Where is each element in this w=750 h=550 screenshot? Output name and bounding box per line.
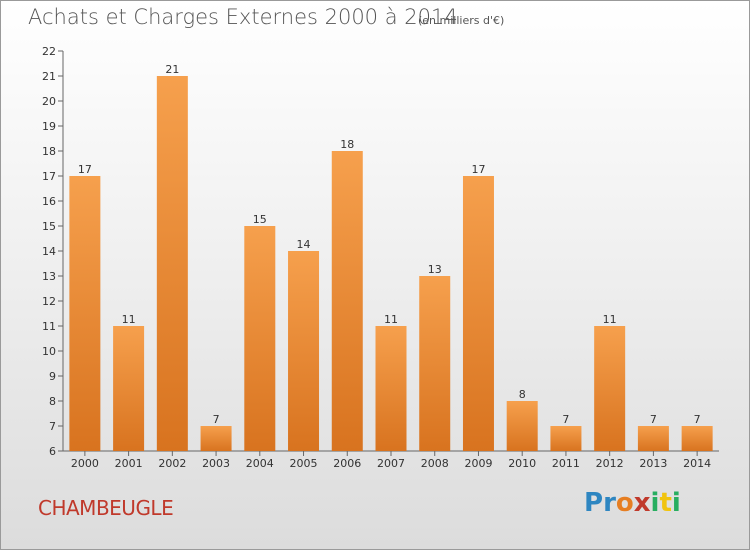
data-label-2009: 17: [471, 163, 485, 176]
y-tick-label: 17: [42, 170, 56, 183]
bar-2014: [681, 426, 713, 451]
data-label-2014: 7: [694, 413, 701, 426]
y-tick-label: 9: [49, 370, 56, 383]
logo-letter: x: [633, 488, 651, 518]
bar-2011: [550, 426, 582, 451]
y-tick-label: 7: [49, 420, 56, 433]
data-label-2006: 18: [340, 138, 354, 151]
bar-2002: [156, 76, 188, 451]
y-tick-label: 22: [42, 45, 56, 58]
bar-2012: [594, 326, 626, 451]
data-label-2005: 14: [297, 238, 311, 251]
bar-2001: [113, 326, 145, 451]
x-tick-label-2001: 2001: [115, 457, 143, 470]
logo-letter: i: [671, 488, 681, 518]
commune-name: CHAMBEUGLE: [38, 496, 174, 520]
x-tick-label-2007: 2007: [377, 457, 405, 470]
x-tick-label-2000: 2000: [71, 457, 99, 470]
x-tick-label-2008: 2008: [421, 457, 449, 470]
x-tick-label-2005: 2005: [290, 457, 318, 470]
x-tick-label-2011: 2011: [552, 457, 580, 470]
data-label-2004: 15: [253, 213, 267, 226]
y-tick-label: 20: [42, 95, 56, 108]
bar-2008: [419, 276, 451, 451]
x-tick-label-2003: 2003: [202, 457, 230, 470]
y-tick-label: 18: [42, 145, 56, 158]
y-tick-label: 11: [42, 320, 56, 333]
data-label-2001: 11: [122, 313, 136, 326]
chart-bars: [69, 76, 713, 451]
data-label-2003: 7: [213, 413, 220, 426]
data-label-2010: 8: [519, 388, 526, 401]
bar-2007: [375, 326, 407, 451]
chart-subtitle: (en milliers d'€): [418, 14, 505, 27]
bar-2004: [244, 226, 276, 451]
y-tick-label: 13: [42, 270, 56, 283]
x-tick-label-2009: 2009: [464, 457, 492, 470]
y-tick-label: 10: [42, 345, 56, 358]
bar-2003: [200, 426, 232, 451]
data-label-2000: 17: [78, 163, 92, 176]
data-label-2007: 11: [384, 313, 398, 326]
logo-letter: P: [584, 488, 604, 518]
logo-letter: t: [659, 488, 672, 518]
bar-2005: [288, 251, 320, 451]
x-tick-label-2014: 2014: [683, 457, 711, 470]
data-label-2011: 7: [562, 413, 569, 426]
chart-data-labels: 17 11 21 7 15 14 18 11 13 17 8 7 11 7 7: [78, 63, 701, 426]
data-label-2013: 7: [650, 413, 657, 426]
x-tick-label-2006: 2006: [333, 457, 361, 470]
chart-axes: 6 7 8 9 10 11 12 13 14 15 16 17 18 19 20 21 22 2000 2001 20…: [42, 45, 719, 470]
x-tick-label-2010: 2010: [508, 457, 536, 470]
logo-letter: i: [650, 488, 660, 518]
chart-title: Achats et Charges Externes 2000 à 2014: [28, 5, 458, 29]
y-tick-label: 15: [42, 220, 56, 233]
logo-letter: o: [615, 488, 634, 518]
logo-letter: r: [603, 488, 616, 518]
y-tick-label: 14: [42, 245, 56, 258]
x-tick-label-2004: 2004: [246, 457, 274, 470]
bar-2006: [331, 151, 363, 451]
y-tick-label: 8: [49, 395, 56, 408]
data-label-2012: 11: [603, 313, 617, 326]
bar-2009: [462, 176, 494, 451]
bar-2000: [69, 176, 101, 451]
x-tick-label-2002: 2002: [158, 457, 186, 470]
proxiti-logo[interactable]: Proxiti: [584, 488, 681, 518]
y-tick-label: 12: [42, 295, 56, 308]
x-tick-label-2012: 2012: [596, 457, 624, 470]
y-tick-label: 19: [42, 120, 56, 133]
data-label-2002: 21: [165, 63, 179, 76]
bar-2013: [637, 426, 669, 451]
y-tick-label: 21: [42, 70, 56, 83]
y-tick-label: 16: [42, 195, 56, 208]
bar-2010: [506, 401, 538, 451]
y-tick-label: 6: [49, 445, 56, 458]
x-tick-label-2013: 2013: [639, 457, 667, 470]
data-label-2008: 13: [428, 263, 442, 276]
